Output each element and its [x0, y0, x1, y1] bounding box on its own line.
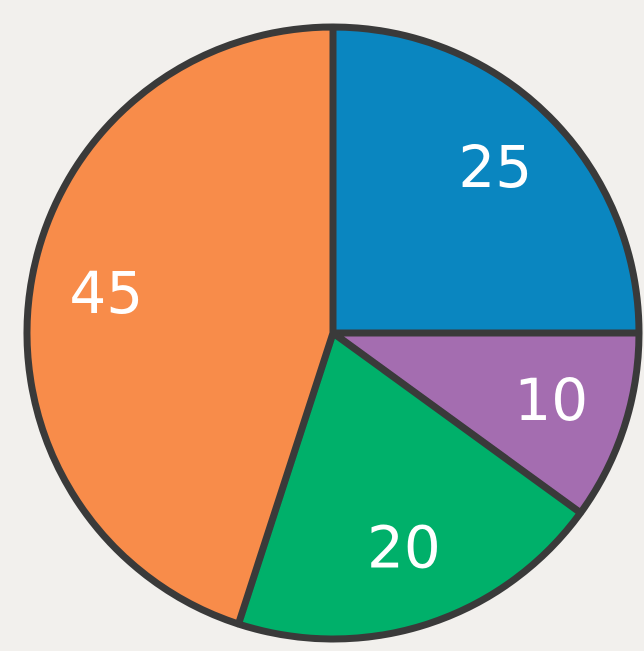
- pie-slice: [329, 329, 643, 517]
- slice-label: 20: [367, 513, 441, 581]
- pie-slice: [23, 23, 337, 628]
- slice-label: 45: [69, 259, 143, 327]
- pie-slice: [329, 23, 643, 337]
- pie-slice: [234, 329, 585, 643]
- slice-label: 10: [514, 366, 588, 434]
- slice-label: 25: [458, 133, 532, 201]
